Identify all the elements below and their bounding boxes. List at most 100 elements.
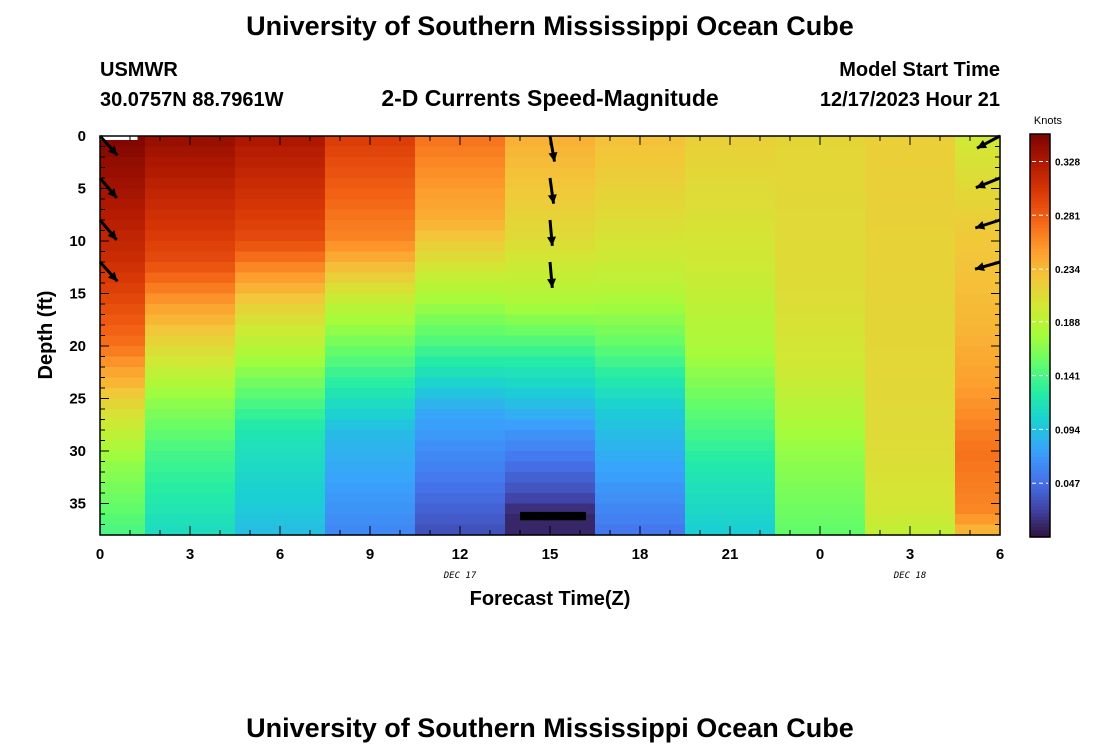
heatmap-cell (595, 335, 686, 347)
heatmap-cell (865, 335, 956, 347)
heatmap-cell (235, 178, 326, 190)
heatmap-cell (145, 272, 236, 284)
heatmap-cell (415, 482, 506, 494)
heatmap-cell (685, 325, 776, 337)
colorbar-segment (1030, 432, 1050, 437)
heatmap-cell (505, 472, 596, 484)
footer-title: University of Southern Mississippi Ocean… (246, 713, 854, 743)
heatmap-cell (100, 482, 146, 494)
colorbar-segment (1030, 264, 1050, 269)
y-tick-label: 10 (69, 233, 86, 250)
heatmap-cell (865, 272, 956, 284)
x-date-label: DEC 18 (893, 571, 927, 581)
heatmap-cell (775, 293, 866, 305)
heatmap-cell (505, 283, 596, 295)
heatmap-cell (415, 178, 506, 190)
colorbar-segment (1030, 516, 1050, 521)
colorbar-segment (1030, 493, 1050, 498)
heatmap-cell (595, 146, 686, 158)
heatmap-cell (775, 514, 866, 526)
heatmap-cell (415, 230, 506, 242)
heatmap-cell (505, 251, 596, 263)
y-tick-label: 20 (69, 338, 86, 355)
heatmap-cell (595, 241, 686, 253)
heatmap-cell (235, 514, 326, 526)
heatmap-cell (595, 314, 686, 326)
heatmap-cell (325, 356, 416, 368)
heatmap-cell (325, 461, 416, 473)
heatmap-cell (595, 419, 686, 431)
colorbar-segment (1030, 150, 1050, 155)
heatmap-cell (505, 209, 596, 221)
heatmap-cell (145, 283, 236, 295)
heatmap-cell (505, 314, 596, 326)
colorbar-segment (1030, 335, 1050, 340)
heatmap-cell (775, 482, 866, 494)
heatmap-cell (325, 283, 416, 295)
heatmap-cell (865, 419, 956, 431)
heatmap-cell (865, 325, 956, 337)
colorbar-tick-label: 0.188 (1055, 318, 1080, 329)
heatmap-cell (325, 388, 416, 400)
heatmap-cell (955, 335, 1001, 347)
colorbar-segment (1030, 170, 1050, 175)
heatmap-cell (415, 514, 506, 526)
heatmap-cell (775, 188, 866, 200)
heatmap-cell (505, 293, 596, 305)
heatmap-cell (415, 241, 506, 253)
heatmap-cell (415, 199, 506, 211)
heatmap-cell (595, 220, 686, 232)
heatmap-cell (100, 377, 146, 389)
colorbar-tick-label: 0.047 (1055, 479, 1080, 490)
heatmap-cell (415, 209, 506, 221)
heatmap-cell (325, 503, 416, 515)
colorbar-segment (1030, 486, 1050, 491)
heatmap-cell (145, 377, 236, 389)
heatmap-cell (505, 325, 596, 337)
colorbar-segment (1030, 442, 1050, 447)
x-tick-label: 12 (452, 546, 469, 563)
missing-data-bar (520, 511, 586, 521)
heatmap-cell (145, 262, 236, 274)
heatmap-cell (505, 157, 596, 169)
x-date-label: DEC 17 (443, 571, 477, 581)
heatmap-cell (325, 398, 416, 410)
heatmap-cell (415, 325, 506, 337)
heatmap-cell (865, 241, 956, 253)
heatmap-cell (865, 209, 956, 221)
colorbar-segment (1030, 231, 1050, 236)
x-tick-label: 15 (542, 546, 559, 563)
heatmap-cell (235, 251, 326, 263)
heatmap-cell (775, 325, 866, 337)
heatmap-cell (955, 146, 1001, 158)
heatmap-cell (595, 188, 686, 200)
colorbar-segment (1030, 503, 1050, 508)
colorbar-segment (1030, 311, 1050, 316)
heatmap-cell (235, 188, 326, 200)
current-arrow (976, 134, 1001, 150)
colorbar-segment (1030, 281, 1050, 286)
heatmap-cell (100, 136, 146, 148)
heatmap-cell (865, 230, 956, 242)
heatmap-cell (595, 440, 686, 452)
heatmap-cell (325, 272, 416, 284)
colorbar-segment (1030, 322, 1050, 327)
heatmap-cell (955, 482, 1001, 494)
heatmap-cell (145, 367, 236, 379)
heatmap-cell (100, 272, 146, 284)
heatmap-cell (775, 419, 866, 431)
heatmap-cell (145, 440, 236, 452)
heatmap-cell (100, 188, 146, 200)
heatmap-cell (235, 440, 326, 452)
heatmap-cell (325, 241, 416, 253)
colorbar-segment (1030, 254, 1050, 259)
colorbar-segment (1030, 275, 1050, 280)
heatmap-cell (685, 167, 776, 179)
current-arrow (98, 177, 118, 199)
current-arrow (547, 177, 557, 204)
colorbar-segment (1030, 406, 1050, 410)
heatmap-cell (865, 314, 956, 326)
heatmap-cell (235, 377, 326, 389)
colorbar-segment (1030, 204, 1050, 209)
